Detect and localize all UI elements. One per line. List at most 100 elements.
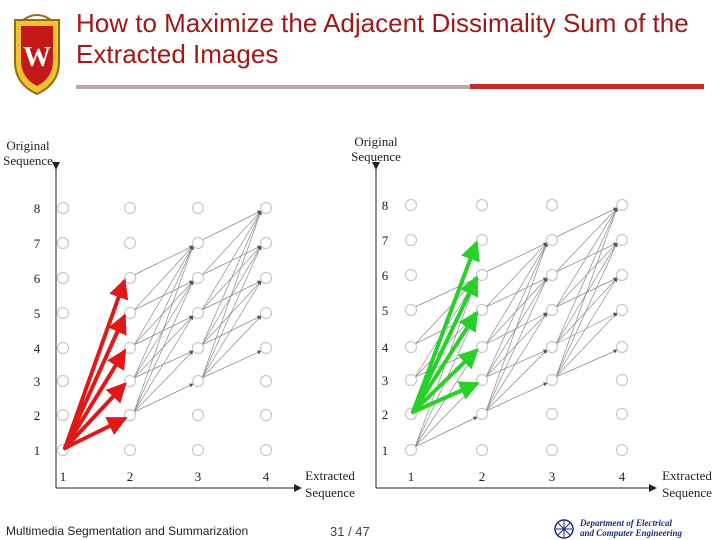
trellis-node	[615, 407, 629, 421]
transition-edge	[133, 315, 194, 379]
highlighted-transition	[63, 278, 129, 450]
trellis-node	[475, 340, 489, 354]
trellis-node	[56, 201, 70, 215]
trellis-node	[259, 408, 273, 422]
transition-edge	[201, 315, 262, 346]
right-diagram: OriginalSequenceExtractedSequence1234567…	[351, 134, 712, 500]
x-axis-label: Extracted	[662, 468, 712, 483]
y-axis-label: Original	[6, 138, 50, 153]
y-tick-label: 5	[34, 306, 41, 321]
trellis-node	[615, 268, 629, 282]
transition-edge	[133, 315, 194, 346]
trellis-node	[475, 198, 489, 212]
department-name: Department of Electrical and Computer En…	[580, 518, 682, 538]
transition-edge	[555, 242, 618, 273]
transition-edge	[201, 245, 262, 311]
svg-text:W: W	[23, 42, 51, 73]
trellis-node	[123, 306, 137, 320]
transition-edge	[555, 277, 618, 308]
y-tick-label: 1	[34, 443, 41, 458]
transition-edge	[555, 277, 618, 345]
transition-edge	[555, 277, 618, 378]
trellis-node	[475, 407, 489, 421]
transition-edge	[133, 245, 194, 379]
y-tick-label: 2	[382, 407, 389, 422]
transition-edge	[485, 242, 548, 345]
y-tick-label: 8	[382, 198, 389, 213]
trellis-node	[123, 236, 137, 250]
title-divider-accent	[470, 84, 704, 89]
left-diagram: OriginalSequenceExtractedSequence1234567…	[3, 138, 355, 500]
highlighted-transition	[411, 381, 480, 414]
trellis-node	[123, 201, 137, 215]
transition-edge	[485, 242, 548, 308]
slide-title: How to Maximize the Adjacent Dissimality…	[76, 8, 689, 69]
trellis-node	[475, 373, 489, 387]
trellis-node	[545, 443, 559, 457]
department-line-1: Department of Electrical	[580, 518, 672, 528]
trellis-node	[259, 271, 273, 285]
trellis-node	[475, 443, 489, 457]
x-tick-label: 2	[127, 469, 134, 484]
transition-edge	[555, 312, 618, 345]
transition-edge	[555, 242, 618, 378]
trellis-node	[56, 236, 70, 250]
trellis-node	[404, 233, 418, 247]
transition-edge	[485, 277, 548, 308]
transition-edge	[201, 280, 262, 379]
trellis-node	[123, 271, 137, 285]
y-tick-label: 3	[34, 374, 41, 389]
trellis-node	[191, 201, 205, 215]
transition-edge	[485, 242, 548, 273]
trellis-node	[191, 408, 205, 422]
trellis-node	[56, 341, 70, 355]
trellis-node	[259, 201, 273, 215]
transition-edge	[485, 349, 548, 412]
transition-edge	[555, 207, 618, 238]
trellis-node	[123, 443, 137, 457]
y-tick-label: 1	[382, 443, 389, 458]
highlighted-transition	[411, 240, 480, 414]
trellis-node	[404, 443, 418, 457]
trellis-node	[545, 268, 559, 282]
x-tick-label: 4	[619, 469, 626, 484]
transition-edge	[485, 277, 548, 378]
trellis-node	[404, 340, 418, 354]
trellis-node	[123, 341, 137, 355]
trellis-node	[545, 340, 559, 354]
highlighted-transition	[63, 348, 127, 450]
x-tick-label: 2	[479, 469, 486, 484]
y-tick-label: 4	[382, 340, 389, 355]
x-tick-label: 1	[408, 469, 415, 484]
trellis-node	[56, 374, 70, 388]
highlighted-transition	[411, 310, 479, 414]
trellis-node	[191, 443, 205, 457]
trellis-node	[56, 306, 70, 320]
transition-edge	[485, 277, 548, 345]
transition-edge	[201, 350, 262, 379]
transition-edge	[201, 210, 262, 276]
transition-edge	[133, 280, 194, 379]
transition-edge	[201, 245, 262, 379]
department-line-2: and Computer Engineering	[580, 528, 683, 538]
trellis-node	[545, 233, 559, 247]
y-tick-label: 6	[382, 268, 389, 283]
y-tick-label: 4	[34, 341, 41, 356]
trellis-node	[615, 373, 629, 387]
trellis-node	[615, 443, 629, 457]
trellis-node	[56, 271, 70, 285]
y-tick-label: 6	[34, 271, 41, 286]
transition-edge	[133, 280, 194, 311]
page-number: 31 / 47	[330, 524, 370, 539]
transition-edge	[133, 280, 194, 346]
transition-edge	[485, 382, 548, 412]
x-tick-label: 3	[549, 469, 556, 484]
trellis-node	[545, 373, 559, 387]
trellis-node	[404, 303, 418, 317]
trellis-node	[404, 268, 418, 282]
footer-course-title: Multimedia Segmentation and Summarizatio…	[6, 524, 249, 538]
trellis-node	[615, 198, 629, 212]
transition-edge	[133, 350, 194, 413]
transition-edge	[414, 416, 478, 448]
transition-edge	[133, 383, 194, 413]
